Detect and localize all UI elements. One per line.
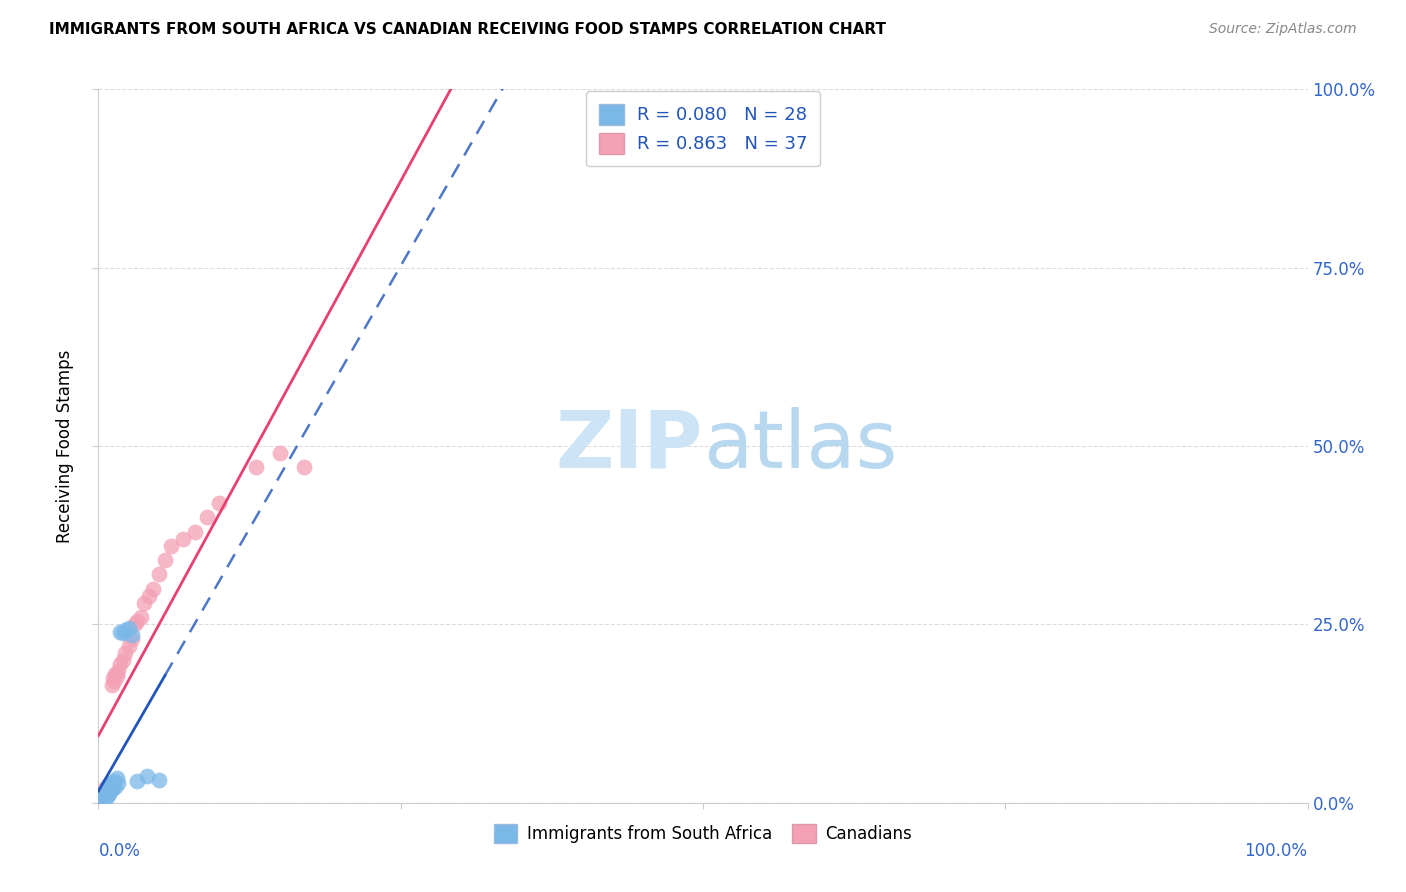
Point bbox=[195, 510, 218, 524]
Point bbox=[111, 626, 134, 640]
Point bbox=[100, 678, 122, 692]
Point bbox=[100, 776, 122, 790]
Point bbox=[124, 617, 146, 632]
Point bbox=[101, 671, 124, 685]
Point bbox=[121, 628, 143, 642]
Point bbox=[96, 785, 118, 799]
Point bbox=[91, 787, 114, 801]
Point bbox=[105, 771, 128, 785]
Point bbox=[153, 553, 176, 567]
Text: atlas: atlas bbox=[703, 407, 897, 485]
Point bbox=[94, 789, 117, 803]
Point bbox=[90, 790, 112, 805]
Point bbox=[142, 582, 165, 596]
Point bbox=[292, 460, 315, 475]
Point bbox=[98, 787, 121, 801]
Point bbox=[101, 778, 124, 792]
Point bbox=[103, 674, 125, 689]
Point bbox=[127, 774, 149, 789]
Point bbox=[111, 653, 134, 667]
Point bbox=[93, 785, 115, 799]
Point bbox=[91, 792, 114, 806]
Point bbox=[129, 610, 152, 624]
Point bbox=[96, 781, 118, 796]
Point bbox=[114, 646, 136, 660]
Point bbox=[104, 667, 127, 681]
Point bbox=[184, 524, 207, 539]
Point bbox=[94, 783, 117, 797]
Point bbox=[105, 669, 128, 683]
Y-axis label: Receiving Food Stamps: Receiving Food Stamps bbox=[56, 350, 75, 542]
Point bbox=[118, 639, 141, 653]
Point bbox=[172, 532, 194, 546]
Point bbox=[97, 780, 120, 794]
Point bbox=[91, 789, 114, 803]
Point bbox=[269, 446, 291, 460]
Point bbox=[100, 783, 122, 797]
Point bbox=[107, 776, 129, 790]
Point bbox=[91, 790, 114, 805]
Point bbox=[135, 769, 157, 783]
Point bbox=[97, 785, 120, 799]
Point bbox=[103, 774, 125, 789]
Text: IMMIGRANTS FROM SOUTH AFRICA VS CANADIAN RECEIVING FOOD STAMPS CORRELATION CHART: IMMIGRANTS FROM SOUTH AFRICA VS CANADIAN… bbox=[49, 22, 886, 37]
Point bbox=[114, 623, 136, 637]
Point bbox=[107, 664, 129, 678]
Text: Source: ZipAtlas.com: Source: ZipAtlas.com bbox=[1209, 22, 1357, 37]
Point bbox=[118, 621, 141, 635]
Point bbox=[104, 780, 127, 794]
Point bbox=[93, 787, 115, 801]
Point bbox=[148, 567, 170, 582]
Point bbox=[93, 785, 115, 799]
Point bbox=[127, 614, 149, 628]
Point bbox=[245, 460, 267, 475]
Point bbox=[98, 781, 121, 796]
Point bbox=[148, 772, 170, 787]
Point bbox=[100, 781, 122, 796]
Text: ZIP: ZIP bbox=[555, 407, 703, 485]
Point bbox=[93, 781, 115, 796]
Point bbox=[108, 624, 131, 639]
Point bbox=[134, 596, 156, 610]
Point bbox=[138, 589, 160, 603]
Text: 100.0%: 100.0% bbox=[1244, 842, 1308, 860]
Point bbox=[96, 790, 118, 805]
Point bbox=[97, 778, 120, 792]
Point bbox=[208, 496, 231, 510]
Point bbox=[98, 780, 121, 794]
Point bbox=[100, 778, 122, 792]
Legend: Immigrants from South Africa, Canadians: Immigrants from South Africa, Canadians bbox=[485, 815, 921, 852]
Point bbox=[160, 539, 183, 553]
Point bbox=[121, 632, 143, 646]
Point bbox=[108, 657, 131, 671]
Text: 0.0%: 0.0% bbox=[98, 842, 141, 860]
Point bbox=[94, 783, 117, 797]
